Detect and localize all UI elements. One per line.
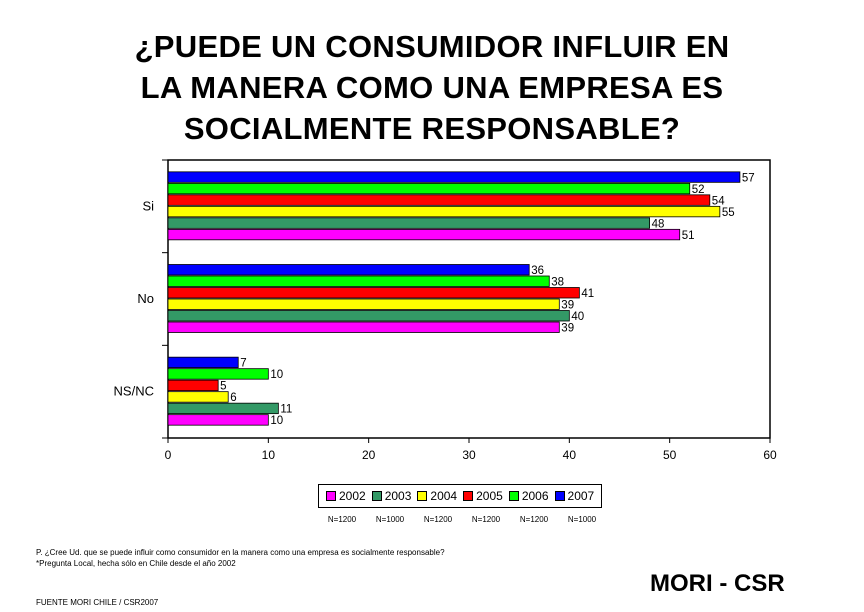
sample-size: N=1200 <box>423 515 453 524</box>
legend: 2002 2003 2004 2005 2006 2007 <box>318 484 603 508</box>
x-tick-label: 10 <box>262 448 276 462</box>
sample-size: N=1000 <box>567 515 597 524</box>
x-tick-label: 30 <box>462 448 476 462</box>
footnote-question: P. ¿Cree Ud. que se puede influir como c… <box>36 548 445 557</box>
bar <box>167 391 229 403</box>
data-label: 51 <box>682 230 695 242</box>
legend-swatch <box>554 491 565 501</box>
title-line-2: LA MANERA COMO UNA EMPRESA ES <box>140 70 724 105</box>
bar <box>167 414 269 426</box>
data-label: 48 <box>652 218 665 230</box>
x-tick-label: 0 <box>165 448 172 462</box>
legend-label: 2005 <box>476 489 503 503</box>
legend-swatch <box>417 491 428 501</box>
legend-swatch <box>508 491 519 501</box>
sample-size: N=1000 <box>375 515 405 524</box>
legend-label: 2004 <box>430 489 458 503</box>
data-label: 40 <box>571 311 584 323</box>
legend-swatch <box>463 491 474 501</box>
legend-label: 2002 <box>339 489 366 503</box>
bar <box>167 264 530 276</box>
category-label: No <box>137 291 154 306</box>
bar <box>167 171 741 183</box>
data-label: 55 <box>722 207 735 219</box>
bar <box>167 368 269 380</box>
data-label: 38 <box>551 277 564 289</box>
data-label: 10 <box>270 415 283 427</box>
bar <box>167 321 560 333</box>
data-label: 36 <box>531 265 544 277</box>
legend-item: 2007 <box>554 489 595 503</box>
legend-swatch <box>371 491 382 501</box>
bar <box>167 356 239 369</box>
legend-swatch <box>326 491 336 501</box>
data-label: 7 <box>240 358 246 370</box>
data-label: 39 <box>561 323 574 335</box>
footnote-note: *Pregunta Local, hecha sólo en Chile des… <box>36 559 236 568</box>
legend-label: 2003 <box>384 489 412 503</box>
legend-label: 2007 <box>567 489 595 503</box>
x-tick-label: 40 <box>563 448 577 462</box>
data-label: 6 <box>230 392 236 404</box>
data-label: 41 <box>581 288 594 300</box>
x-tick-label: 50 <box>663 448 677 462</box>
bar <box>167 287 580 299</box>
data-label: 57 <box>742 172 755 184</box>
legend-item: 2003 <box>371 489 412 503</box>
x-tick-label: 60 <box>763 448 777 462</box>
source-text: FUENTE MORI CHILE / CSR2007 <box>36 598 159 607</box>
sample-size: N=1200 <box>471 515 501 524</box>
bar <box>167 379 219 392</box>
sample-sizes: N=1200 N=1000 N=1200 N=1200 N=1200 N=1000 <box>318 515 606 524</box>
sample-size: N=1200 <box>327 515 357 524</box>
bar <box>167 194 711 206</box>
chart-title: ¿PUEDE UN CONSUMIDOR INFLUIR EN LA MANER… <box>0 26 864 149</box>
legend-item: 2006 <box>508 489 549 503</box>
bar <box>167 182 691 195</box>
data-label: 54 <box>712 195 725 207</box>
data-label: 11 <box>280 404 292 416</box>
x-tick-label: 20 <box>362 448 376 462</box>
data-label: 52 <box>692 184 705 196</box>
title-line-1: ¿PUEDE UN CONSUMIDOR INFLUIR EN <box>134 29 730 64</box>
bar <box>167 205 721 218</box>
sample-size: N=1200 <box>519 515 549 524</box>
bar <box>167 310 570 322</box>
legend-item: 2005 <box>463 489 503 503</box>
brand-label: MORI - CSR <box>650 570 785 597</box>
category-label: NS/NC <box>114 384 154 399</box>
data-label: 10 <box>270 369 283 381</box>
data-label: 39 <box>561 300 574 312</box>
bar <box>167 275 550 287</box>
legend-label: 2006 <box>521 489 549 503</box>
data-label: 5 <box>220 381 226 393</box>
legend-item: 2002 <box>326 489 366 503</box>
bar <box>167 217 651 229</box>
footnote: P. ¿Cree Ud. que se puede influir como c… <box>36 548 556 570</box>
legend-item: 2004 <box>417 489 457 503</box>
bar <box>167 228 681 241</box>
title-line-3: SOCIALMENTE RESPONSABLE? <box>183 111 681 146</box>
bar <box>167 298 560 310</box>
bar <box>167 402 279 415</box>
category-label: Si <box>142 198 154 213</box>
